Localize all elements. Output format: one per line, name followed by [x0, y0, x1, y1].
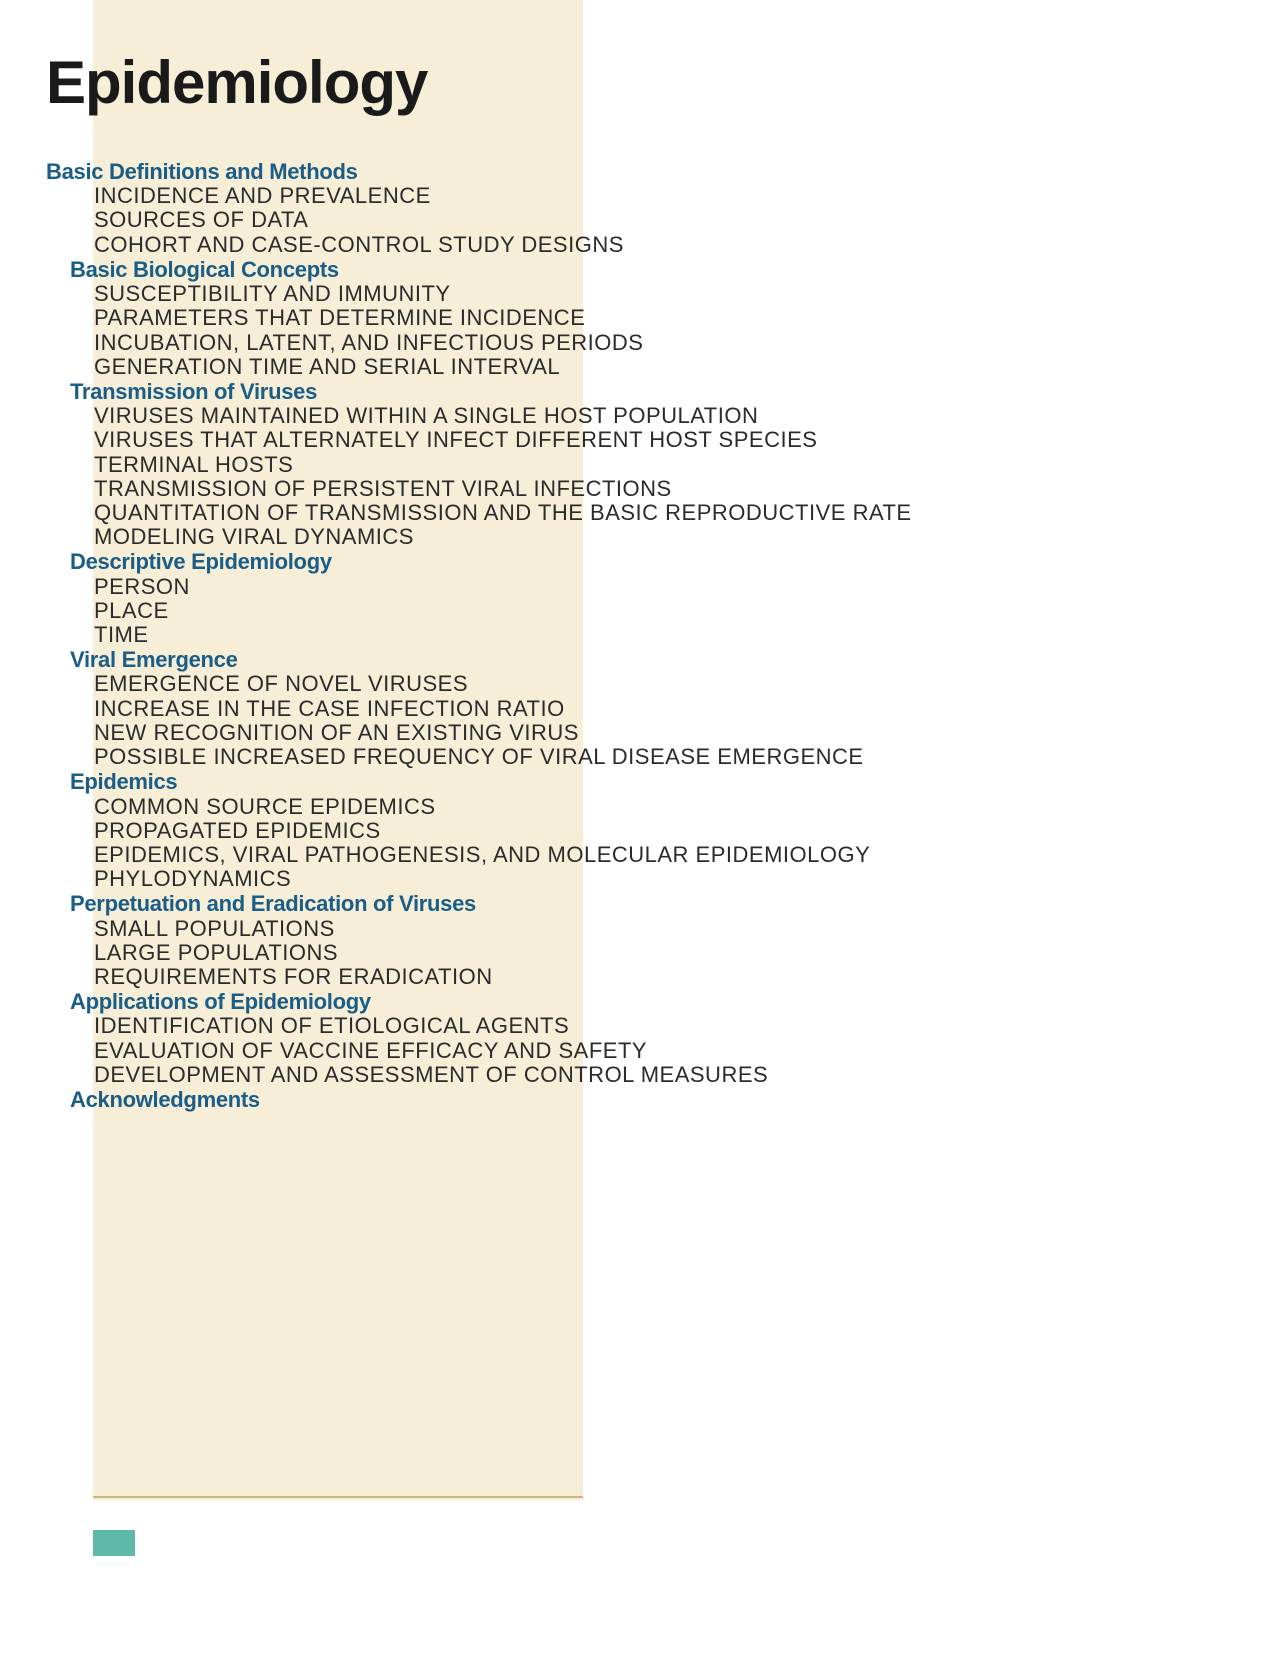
table-of-contents: Basic Definitions and MethodsINCIDENCE A… — [46, 159, 1220, 1112]
toc-section-heading[interactable]: Basic Biological Concepts — [70, 257, 1220, 282]
toc-item[interactable]: SOURCES OF DATA — [94, 208, 1220, 232]
toc-item[interactable]: INCREASE IN THE CASE INFECTION RATIO — [94, 697, 1220, 721]
toc-section-heading[interactable]: Applications of Epidemiology — [70, 989, 1220, 1014]
toc-section-heading[interactable]: Transmission of Viruses — [70, 379, 1220, 404]
toc-section-heading[interactable]: Viral Emergence — [70, 647, 1220, 672]
sidebar-tint-rule — [93, 1496, 583, 1498]
toc-section-heading[interactable]: Descriptive Epidemiology — [70, 549, 1220, 574]
toc-item[interactable]: SMALL POPULATIONS — [94, 917, 1220, 941]
toc-item[interactable]: INCUBATION, LATENT, AND INFECTIOUS PERIO… — [94, 331, 1220, 355]
toc-item[interactable]: PLACE — [94, 599, 1220, 623]
toc-item[interactable]: MODELING VIRAL DYNAMICS — [94, 525, 1220, 549]
toc-item[interactable]: GENERATION TIME AND SERIAL INTERVAL — [94, 355, 1220, 379]
toc-item[interactable]: REQUIREMENTS FOR ERADICATION — [94, 965, 1220, 989]
toc-item[interactable]: PARAMETERS THAT DETERMINE INCIDENCE — [94, 306, 1220, 330]
page-title: Epidemiology — [46, 48, 1220, 117]
toc-item[interactable]: IDENTIFICATION OF ETIOLOGICAL AGENTS — [94, 1014, 1220, 1038]
page-content: Epidemiology Basic Definitions and Metho… — [0, 0, 1280, 1112]
toc-item[interactable]: LARGE POPULATIONS — [94, 941, 1220, 965]
toc-item[interactable]: PERSON — [94, 575, 1220, 599]
toc-item[interactable]: TIME — [94, 623, 1220, 647]
toc-item[interactable]: TRANSMISSION OF PERSISTENT VIRAL INFECTI… — [94, 477, 1220, 501]
toc-section-heading[interactable]: Perpetuation and Eradication of Viruses — [70, 891, 1220, 916]
toc-item[interactable]: VIRUSES THAT ALTERNATELY INFECT DIFFEREN… — [94, 428, 1220, 452]
toc-item[interactable]: INCIDENCE AND PREVALENCE — [94, 184, 1220, 208]
toc-item[interactable]: EMERGENCE OF NOVEL VIRUSES — [94, 672, 1220, 696]
toc-item[interactable]: EPIDEMICS, VIRAL PATHOGENESIS, AND MOLEC… — [94, 843, 1220, 867]
toc-section-heading[interactable]: Acknowledgments — [70, 1087, 1220, 1112]
toc-item[interactable]: POSSIBLE INCREASED FREQUENCY OF VIRAL DI… — [94, 745, 1220, 769]
toc-section-heading[interactable]: Basic Definitions and Methods — [46, 159, 1220, 184]
toc-item[interactable]: TERMINAL HOSTS — [94, 453, 1220, 477]
toc-item[interactable]: SUSCEPTIBILITY AND IMMUNITY — [94, 282, 1220, 306]
toc-section-heading[interactable]: Epidemics — [70, 769, 1220, 794]
toc-item[interactable]: PHYLODYNAMICS — [94, 867, 1220, 891]
toc-item[interactable]: NEW RECOGNITION OF AN EXISTING VIRUS — [94, 721, 1220, 745]
toc-item[interactable]: QUANTITATION OF TRANSMISSION AND THE BAS… — [94, 501, 1220, 525]
toc-item[interactable]: EVALUATION OF VACCINE EFFICACY AND SAFET… — [94, 1039, 1220, 1063]
toc-item[interactable]: DEVELOPMENT AND ASSESSMENT OF CONTROL ME… — [94, 1063, 1220, 1087]
toc-item[interactable]: COMMON SOURCE EPIDEMICS — [94, 795, 1220, 819]
page-number-marker — [93, 1530, 135, 1556]
toc-item[interactable]: VIRUSES MAINTAINED WITHIN A SINGLE HOST … — [94, 404, 1220, 428]
toc-item[interactable]: PROPAGATED EPIDEMICS — [94, 819, 1220, 843]
toc-item[interactable]: COHORT AND CASE-CONTROL STUDY DESIGNS — [94, 233, 1220, 257]
